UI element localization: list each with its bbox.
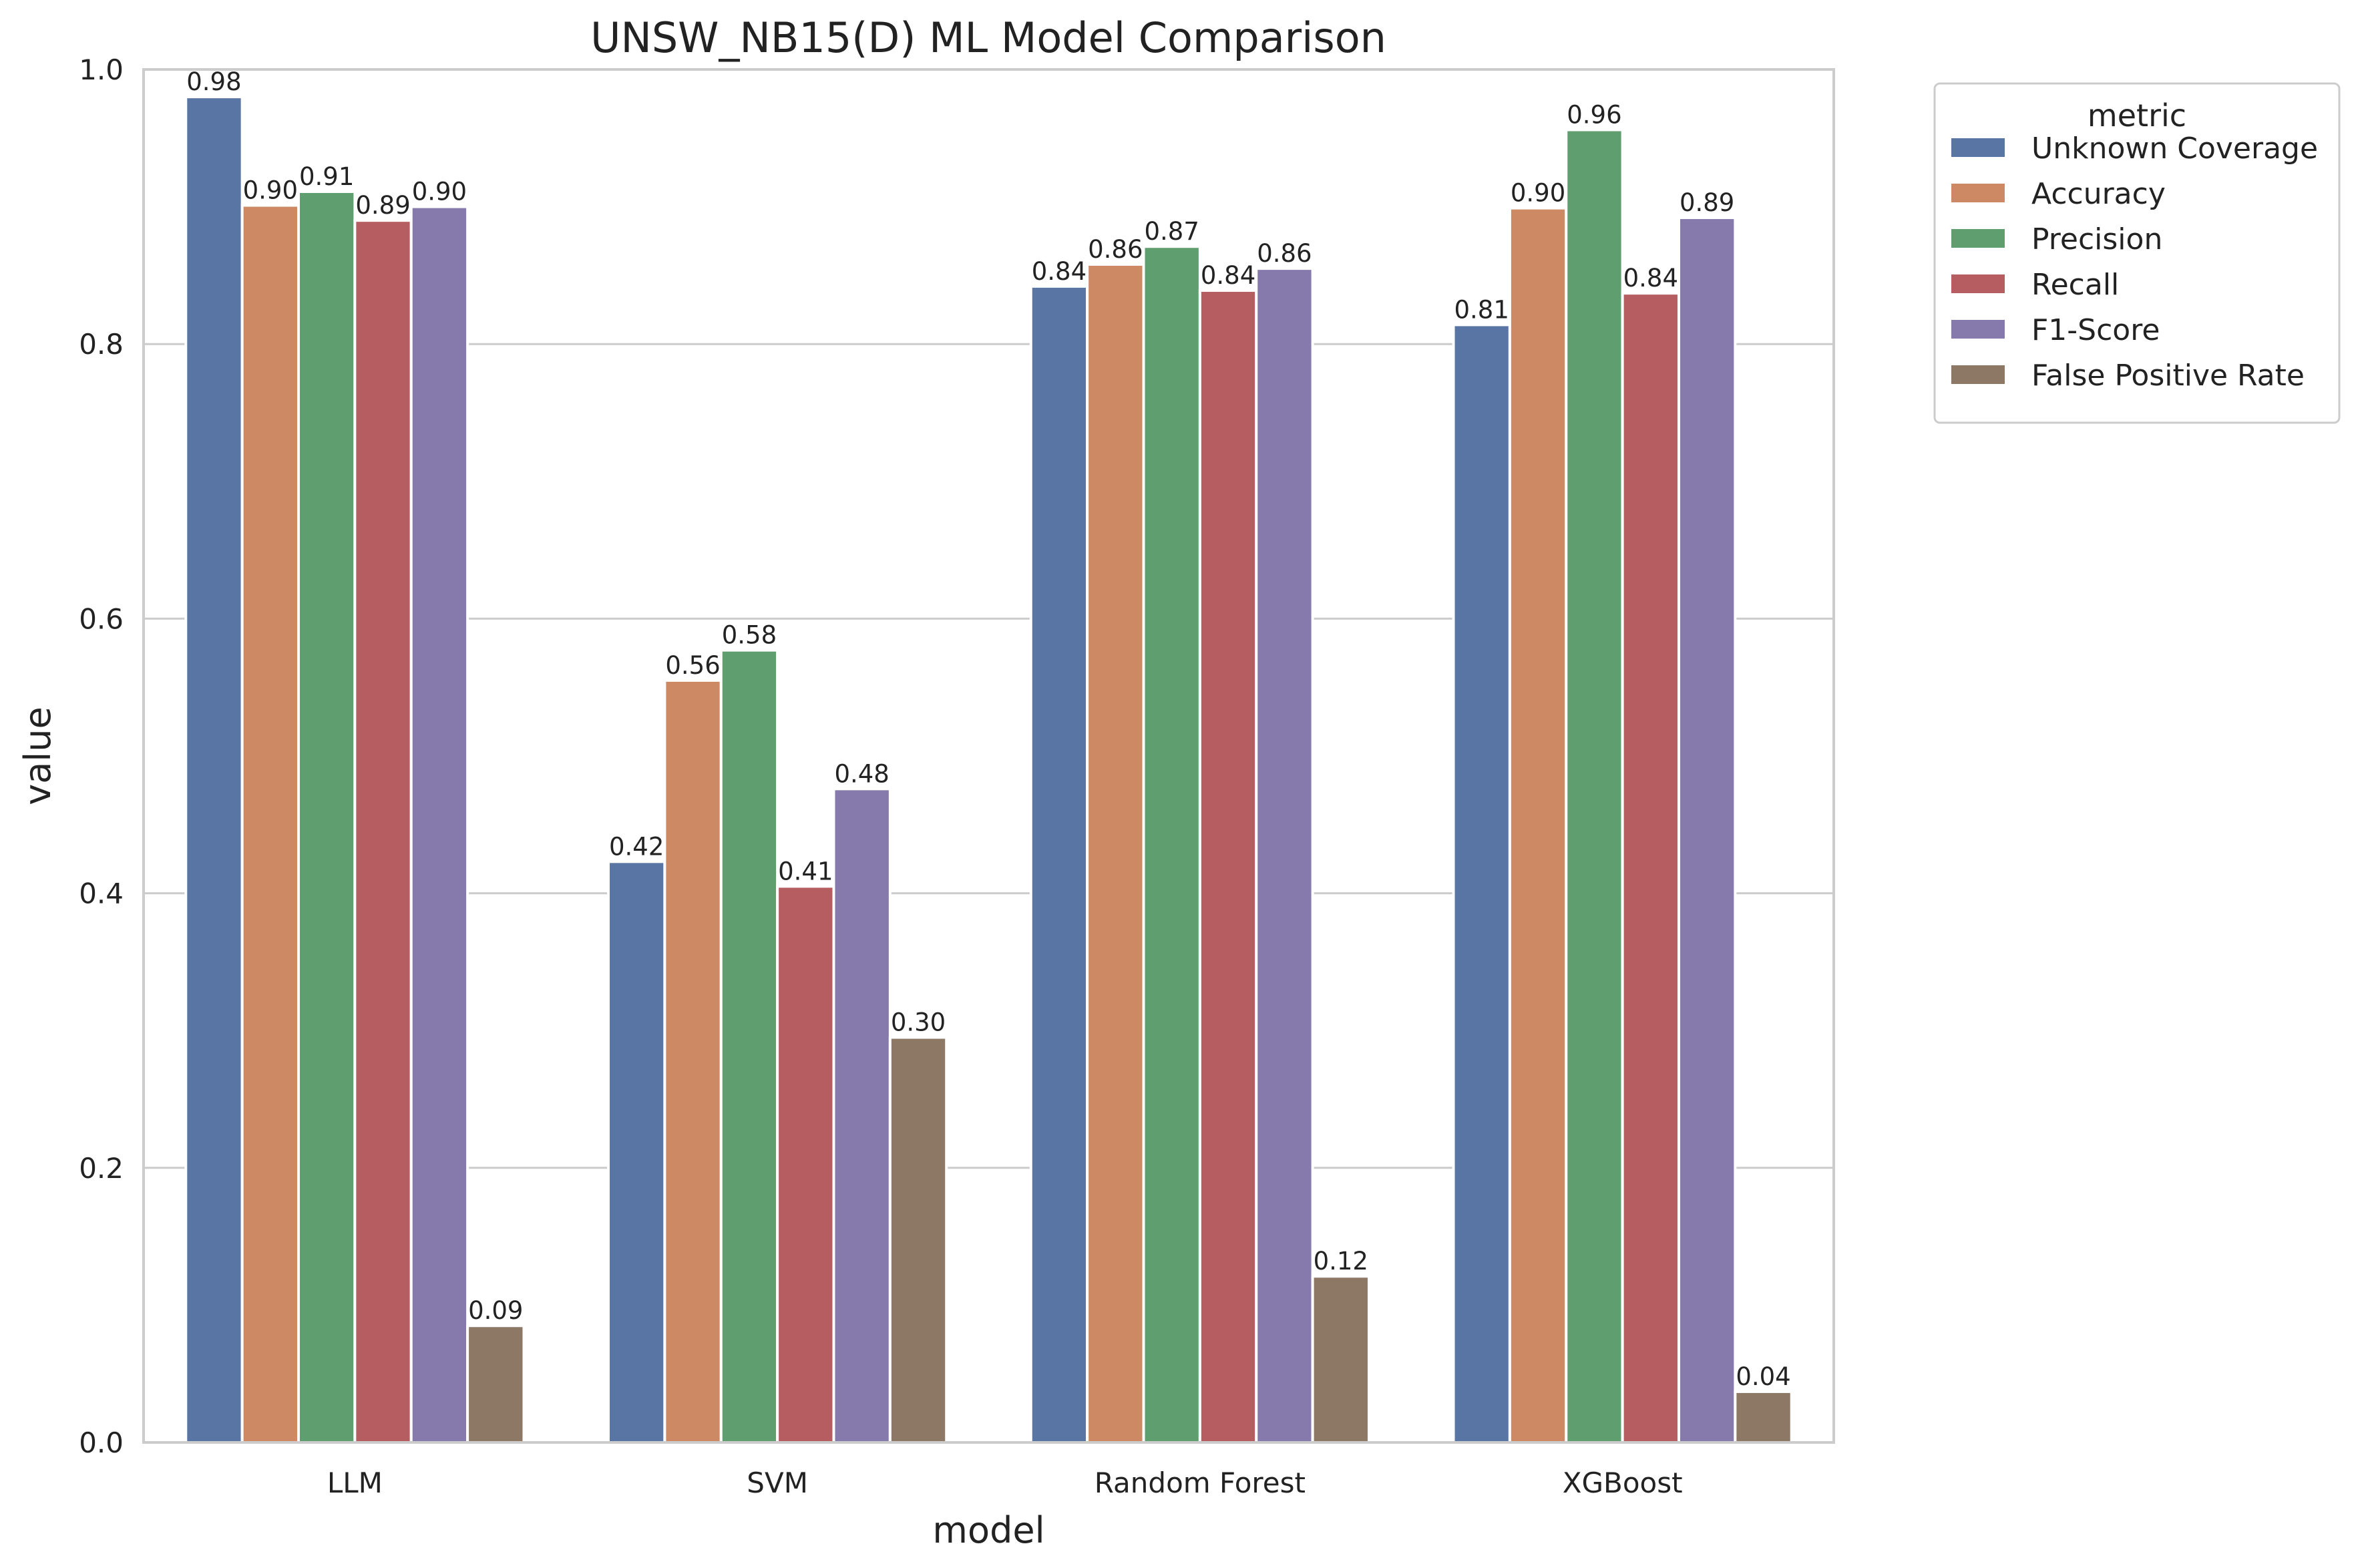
bar-false-positive-rate — [466, 1324, 526, 1444]
bar-value-label: 0.84 — [1201, 261, 1255, 290]
bar-accuracy — [663, 678, 723, 1444]
bar-value-label: 0.42 — [609, 832, 664, 861]
bar-unknown-coverage — [1452, 323, 1511, 1444]
legend-swatch — [1951, 274, 2005, 293]
bar-accuracy — [1508, 206, 1568, 1444]
x-tick-label: SVM — [747, 1466, 808, 1499]
bar-unknown-coverage — [607, 860, 666, 1444]
bar-value-label: 0.91 — [299, 162, 354, 191]
legend-label: Recall — [2031, 268, 2119, 302]
bar-accuracy — [1086, 262, 1145, 1444]
plot-frame — [142, 68, 1835, 1444]
bar-unknown-coverage — [1029, 284, 1089, 1444]
bar-false-positive-rate — [1311, 1275, 1370, 1444]
legend-label: Accuracy — [2031, 177, 2166, 211]
y-tick-label: 0.2 — [79, 1152, 124, 1185]
bars — [184, 95, 1793, 1444]
legend-swatch — [1951, 320, 2005, 339]
bar-value-label: 0.96 — [1567, 100, 1621, 129]
y-tick-label: 0.0 — [79, 1426, 124, 1459]
legend-label: F1-Score — [2031, 313, 2160, 347]
legend-swatch — [1951, 184, 2005, 202]
bar-recall — [776, 885, 835, 1444]
x-tick-label: Random Forest — [1095, 1466, 1306, 1499]
bar-value-label: 0.56 — [665, 651, 720, 680]
bar-value-label: 0.84 — [1623, 264, 1678, 292]
x-tick-label: XGBoost — [1563, 1466, 1683, 1499]
bar-value-label: 0.81 — [1454, 295, 1509, 324]
bar-value-label: 0.12 — [1314, 1247, 1368, 1276]
bar-value-label: 0.41 — [778, 857, 833, 886]
y-tick-label: 1.0 — [79, 53, 124, 86]
legend-items: Unknown Coverage Accuracy Precision Recall F… — [1951, 132, 2318, 393]
bar-value-label: 0.86 — [1088, 235, 1143, 264]
bar-precision — [1565, 128, 1624, 1444]
bar-value-label: 0.90 — [1511, 179, 1565, 208]
chart-title: UNSW_NB15(D) ML Model Comparison — [590, 13, 1386, 62]
bar-value-label: 0.04 — [1736, 1362, 1790, 1391]
bar-value-label: 0.58 — [722, 621, 777, 650]
bar-recall — [1198, 289, 1258, 1444]
bar-value-label: 0.48 — [834, 759, 889, 788]
bar-f1-score — [409, 205, 469, 1444]
bar-f1-score — [1677, 216, 1737, 1444]
legend-label: False Positive Rate — [2031, 359, 2305, 393]
bar-recall — [353, 219, 413, 1444]
bar-precision — [297, 190, 357, 1444]
bar-accuracy — [240, 204, 301, 1444]
x-axis-label: model — [932, 1509, 1044, 1551]
y-tick-label: 0.8 — [79, 328, 124, 361]
bar-false-positive-rate — [888, 1036, 948, 1444]
legend: metric Unknown Coverage Accuracy Precision… — [1933, 82, 2341, 424]
legend-label: Precision — [2031, 222, 2162, 256]
bar-false-positive-rate — [1734, 1390, 1793, 1444]
legend-box — [1933, 82, 2341, 424]
legend-title: metric — [2088, 97, 2186, 134]
bar-unknown-coverage — [184, 95, 244, 1444]
y-axis-label: value — [17, 707, 59, 805]
legend-swatch — [1951, 229, 2005, 248]
bar-value-label: 0.86 — [1257, 239, 1312, 268]
tick-labels: 0.0 0.2 0.4 0.6 0.8 1.0 LLM SVM Random Forest XGB… — [79, 53, 1682, 1499]
legend-label: Unknown Coverage — [2031, 132, 2318, 166]
bar-value-label: 0.09 — [468, 1296, 523, 1325]
legend-swatch — [1951, 365, 2005, 384]
bar-value-label: 0.84 — [1032, 257, 1087, 286]
y-tick-label: 0.4 — [79, 877, 124, 910]
bar-precision — [719, 648, 779, 1444]
bar-value-label: 0.89 — [355, 191, 410, 220]
bar-value-label: 0.87 — [1144, 217, 1199, 246]
bar-value-label: 0.90 — [243, 176, 298, 205]
bar-f1-score — [832, 787, 892, 1444]
bar-value-label: 0.30 — [891, 1008, 946, 1036]
data-labels: 0.980.90 0.910.89 0.900.090.420.560.580.41… — [186, 67, 1790, 1391]
bar-precision — [1142, 245, 1201, 1444]
bar-f1-score — [1255, 267, 1314, 1444]
bar-value-label: 0.90 — [412, 178, 467, 206]
y-tick-label: 0.6 — [79, 602, 124, 635]
bar-value-label: 0.98 — [186, 67, 241, 96]
bar-recall — [1621, 292, 1680, 1444]
bar-value-label: 0.89 — [1680, 188, 1734, 217]
x-tick-label: LLM — [327, 1466, 383, 1499]
legend-swatch — [1951, 138, 2005, 157]
